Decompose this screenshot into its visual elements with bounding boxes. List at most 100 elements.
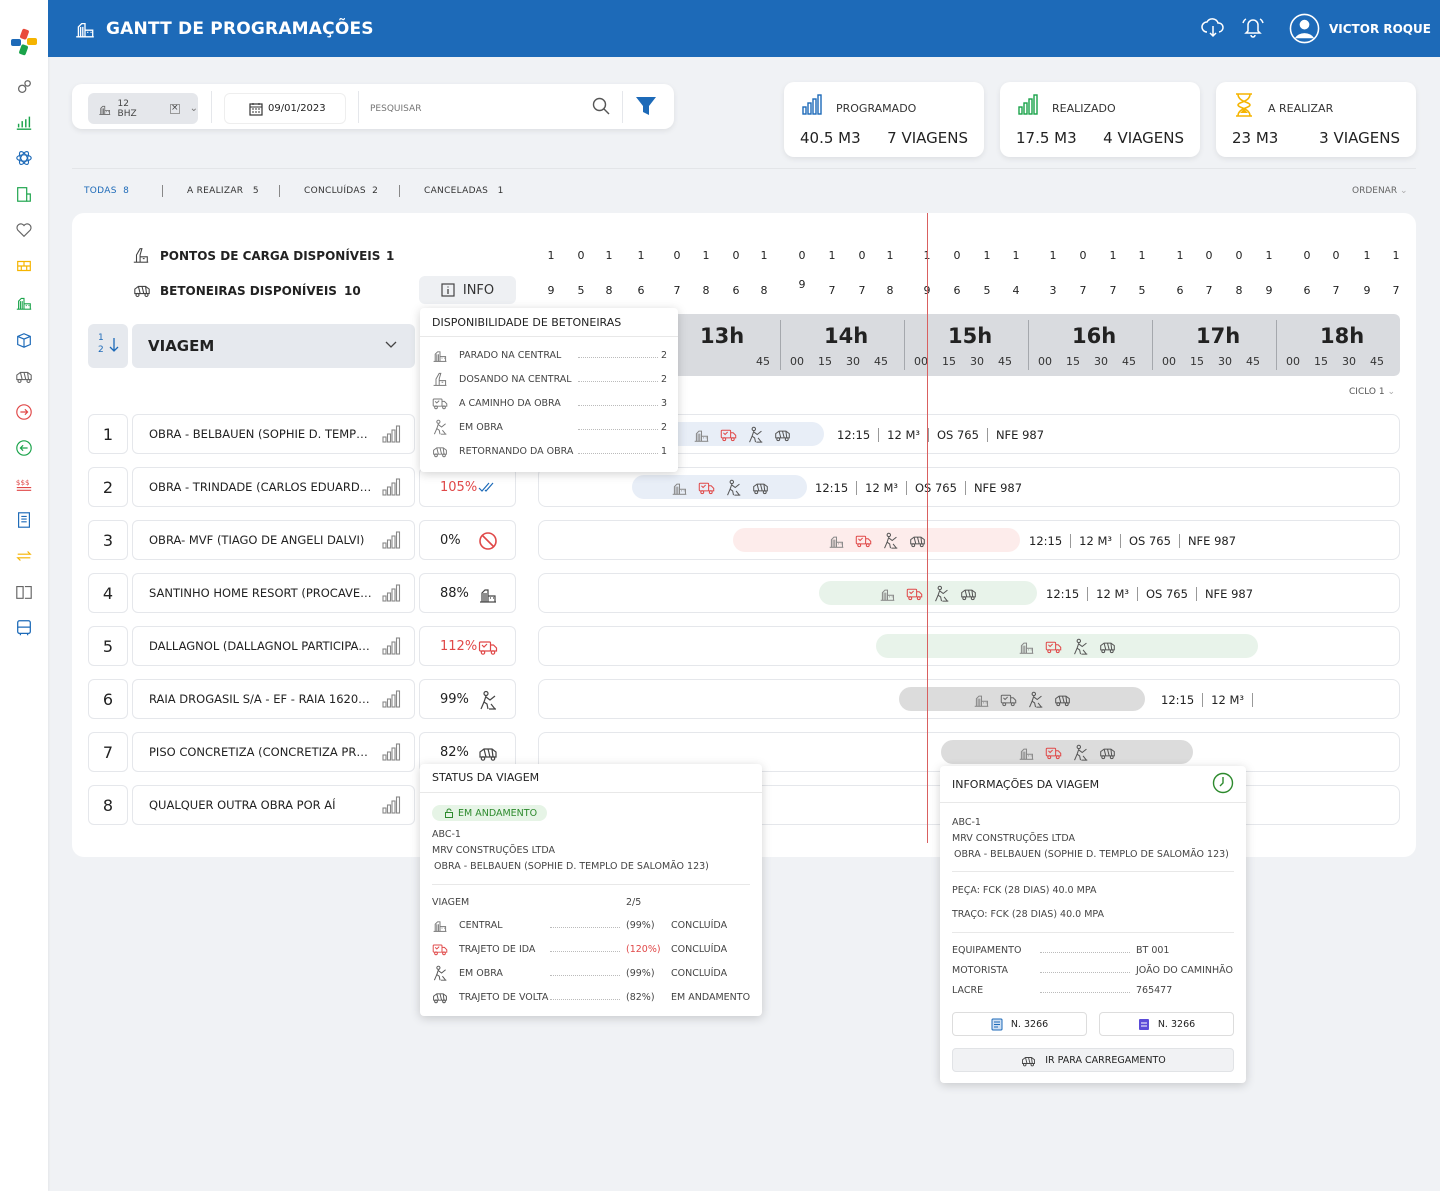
table-row[interactable]: OBRA - TRINDADE (CARLOS EDUARDO SANTOS) [132, 467, 415, 507]
row-number: 7 [88, 732, 128, 772]
trip-bar[interactable] [876, 634, 1258, 658]
tab-todas[interactable]: TODAS 8 [84, 186, 130, 196]
sidebar-item-network[interactable] [14, 148, 34, 168]
progress-cell: 0% [419, 520, 516, 560]
truck-icon [698, 479, 715, 496]
table-row[interactable]: DALLAGNOL (DALLAGNOL PARTICIPAÇÕES) [132, 626, 415, 666]
trip-bar[interactable] [941, 740, 1193, 764]
mixer-availability-value: 8 [605, 284, 613, 297]
sidebar-item-entrance[interactable] [14, 402, 34, 422]
loading-availability-value: 0 [732, 249, 740, 262]
table-row[interactable]: RAIA DROGASIL S/A - EF - RAIA 1620R CENT… [132, 679, 415, 719]
chevron-down-icon: ⌄ [1399, 186, 1408, 196]
hour-label: 16h [1072, 324, 1117, 348]
minute-label: 15 [942, 355, 956, 368]
sort-order-button[interactable]: 1 2 [88, 324, 128, 368]
sidebar-item-documents[interactable] [14, 510, 34, 530]
plant-icon [478, 584, 498, 604]
sort-dropdown[interactable]: ORDENAR ⌄ [1352, 186, 1408, 196]
sidebar-item-materials[interactable] [14, 256, 34, 276]
bricks-icon [17, 260, 31, 272]
info-button[interactable]: INFO [419, 276, 516, 304]
mixer-availability-value: 7 [673, 284, 681, 297]
loading-availability-value: 0 [1079, 249, 1087, 262]
trip-bar[interactable] [899, 687, 1145, 711]
trip-bar[interactable] [659, 422, 824, 446]
stat-card-programado: PROGRAMADO 40.5 M3 7 VIAGENS [784, 82, 984, 157]
sidebar-item-plants[interactable] [14, 292, 34, 312]
remove-chip-icon[interactable]: × [169, 103, 180, 114]
invoice-button[interactable]: N. 3266 [952, 1012, 1087, 1036]
sidebar-item-transfers[interactable] [14, 546, 34, 566]
plant-icon [693, 426, 710, 443]
sidebar-item-dashboard[interactable] [14, 112, 34, 132]
table-row[interactable]: SANTINHO HOME RESORT (PROCAVE INCORPORAD… [132, 573, 415, 613]
signal-icon [381, 583, 401, 603]
sidebar-item-health[interactable] [14, 220, 34, 240]
sidebar-item-settings[interactable] [14, 77, 34, 97]
truck-icon [1045, 744, 1062, 761]
worker-icon [478, 690, 498, 710]
go-to-loading-button[interactable]: IR PARA CARREGAMENTO [952, 1048, 1234, 1072]
cloud-download-icon[interactable] [1200, 14, 1226, 40]
search-icon[interactable] [592, 97, 610, 115]
double-check-icon [478, 482, 494, 492]
search-input[interactable] [370, 100, 580, 118]
trip-bar[interactable] [733, 528, 1020, 552]
signal-icon [381, 795, 401, 815]
mixer-availability-value: 3 [1049, 284, 1057, 297]
avatar[interactable] [1289, 13, 1320, 44]
truck-icon [1000, 691, 1017, 708]
mixer-availability-value: 7 [1332, 284, 1340, 297]
clock-icon[interactable] [1212, 772, 1234, 794]
sidebar-item-exit[interactable] [14, 438, 34, 458]
sidebar-item-reports[interactable] [14, 184, 34, 204]
loading-availability-value: 1 [1012, 249, 1020, 262]
chevron-down-icon[interactable]: ⌄ [189, 103, 198, 114]
plant-icon [432, 917, 448, 933]
date-picker[interactable]: 09/01/2023 [224, 93, 346, 124]
sidebar-item-bus[interactable] [14, 618, 34, 638]
group-by-select[interactable]: VIAGEM [132, 324, 415, 368]
cancel-icon [479, 532, 497, 550]
signal-icon [381, 689, 401, 709]
plant-filter-chip[interactable]: 12 BHZ × ⌄ [88, 93, 198, 124]
loading-points-label: PONTOS DE CARGA DISPONÍVEIS [160, 249, 381, 263]
cycle-select[interactable]: CICLO 1 ⌄ [1349, 387, 1396, 397]
worker-icon [725, 479, 742, 496]
ticket-button[interactable]: N. 3266 [1099, 1012, 1234, 1036]
loading-availability-value: 1 [760, 249, 768, 262]
filter-icon[interactable] [635, 95, 657, 117]
loading-availability-value: 1 [1109, 249, 1117, 262]
row-number: 8 [88, 785, 128, 825]
progress-value: 0% [440, 532, 461, 548]
user-name[interactable]: VICTOR ROQUE [1329, 22, 1431, 36]
plant-icon [1018, 638, 1035, 655]
table-row[interactable]: OBRA - BELBAUEN (SOPHIE D. TEMPLO DE SAL… [132, 414, 415, 454]
bell-ring-icon[interactable] [1240, 14, 1266, 40]
progress-cell: 88% [419, 573, 516, 613]
mixer-availability-value: 9 [1265, 284, 1273, 297]
mixer-availability-popup: DISPONIBILIDADE DE BETONEIRAS PARADO NA … [420, 308, 678, 472]
table-row[interactable]: QUALQUER OUTRA OBRA POR AÍ [132, 785, 415, 825]
mixer-availability-value: 7 [1205, 284, 1213, 297]
sidebar-item-fleet[interactable] [14, 366, 34, 386]
table-row[interactable]: OBRA- MVF (TIAGO DE ANGELI DALVI) [132, 520, 415, 560]
table-row[interactable]: PISO CONCRETIZA (CONCRETIZA PRÉ-MOLDADOS… [132, 732, 415, 772]
progress-cell: 105% [419, 467, 516, 507]
mixer-truck-icon [132, 281, 152, 299]
row-number: 4 [88, 573, 128, 613]
mixer-availability-value: 9 [547, 284, 555, 297]
tab-canceladas[interactable]: CANCELADAS 1 [424, 186, 504, 196]
progress-value: 88% [440, 585, 469, 601]
loading-availability-value: 0 [1303, 249, 1311, 262]
trip-bar[interactable] [632, 475, 807, 499]
heart-pulse-icon [16, 223, 32, 238]
sidebar-item-boxes[interactable] [14, 330, 34, 350]
truck-icon [15, 367, 33, 385]
tab-concluidas[interactable]: CONCLUÍDAS 2 [304, 186, 379, 196]
tab-a-realizar[interactable]: A REALIZAR 5 [187, 186, 259, 196]
sidebar-item-finance[interactable]: $$$ [14, 474, 34, 494]
sidebar-item-manual[interactable] [14, 582, 34, 602]
trip-bar[interactable] [819, 581, 1037, 605]
